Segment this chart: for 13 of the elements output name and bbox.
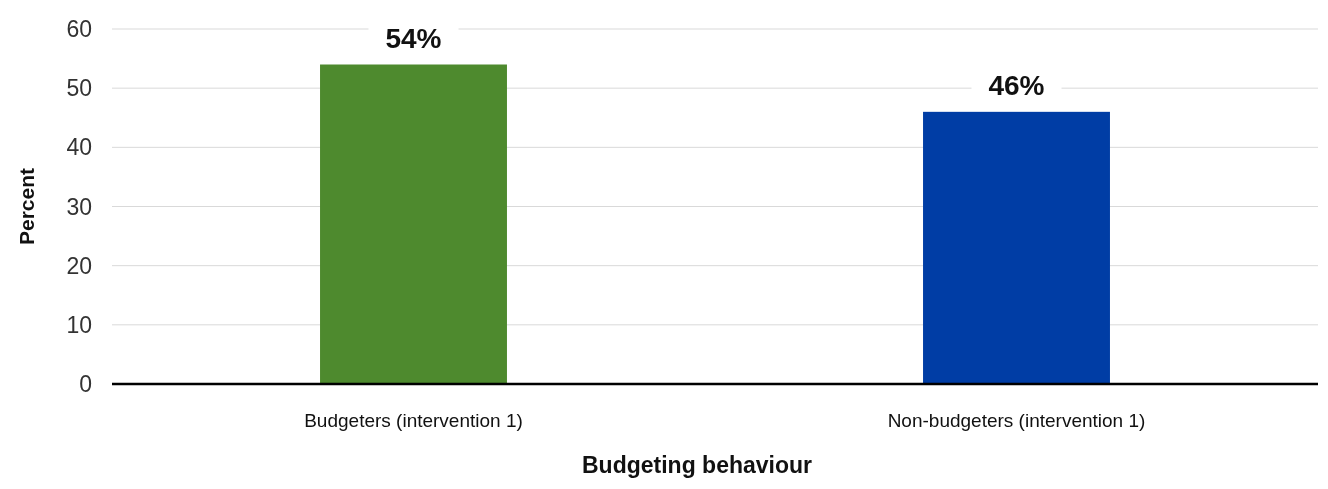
y-tick-label: 50 bbox=[66, 75, 92, 102]
x-axis-title: Budgeting behaviour bbox=[582, 452, 813, 478]
x-tick-label: Non-budgeters (intervention 1) bbox=[887, 410, 1146, 431]
x-tick-label: Budgeters (intervention 1) bbox=[304, 410, 523, 431]
data-label: 46% bbox=[988, 69, 1045, 101]
data-label: 54% bbox=[385, 22, 442, 54]
y-tick-label: 10 bbox=[66, 311, 92, 338]
y-tick-label: 60 bbox=[66, 16, 92, 42]
y-tick-label: 40 bbox=[66, 134, 92, 161]
y-tick-label: 20 bbox=[66, 252, 92, 279]
y-axis-title: Percent bbox=[15, 167, 38, 246]
y-tick-label: 0 bbox=[79, 371, 92, 397]
y-tick-label: 30 bbox=[66, 193, 92, 220]
